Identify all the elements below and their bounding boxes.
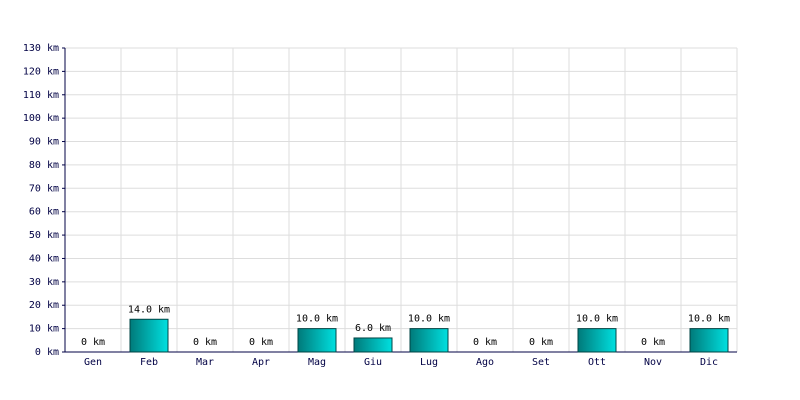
value-label: 0 km: [473, 337, 497, 348]
value-label: 10.0 km: [296, 314, 338, 325]
bar: [297, 328, 337, 353]
value-label: 0 km: [193, 337, 217, 348]
value-label: 0 km: [641, 337, 665, 348]
bar: [409, 328, 449, 353]
y-tick-label: 60 km: [29, 207, 59, 218]
value-label: 0 km: [249, 337, 273, 348]
y-tick-label: 0 km: [35, 347, 59, 358]
value-label: 14.0 km: [128, 304, 170, 315]
y-tick-label: 30 km: [29, 277, 59, 288]
y-tick-label: 50 km: [29, 230, 59, 241]
value-label: 10.0 km: [408, 314, 450, 325]
bar: [689, 328, 729, 353]
y-tick-label: 40 km: [29, 253, 59, 264]
x-tick-label: Mag: [308, 357, 326, 368]
y-tick-label: 10 km: [29, 324, 59, 335]
y-tick-label: 120 km: [23, 66, 59, 77]
y-tick-label: 80 km: [29, 160, 59, 171]
y-tick-label: 70 km: [29, 183, 59, 194]
x-tick-label: Gen: [84, 357, 102, 368]
x-tick-label: Giu: [364, 357, 382, 368]
y-tick-label: 130 km: [23, 43, 59, 54]
x-tick-label: Nov: [644, 357, 662, 368]
x-tick-label: Lug: [420, 357, 438, 368]
y-tick-label: 90 km: [29, 137, 59, 148]
y-tick-label: 110 km: [23, 90, 59, 101]
value-label: 10.0 km: [576, 314, 618, 325]
x-tick-label: Apr: [252, 357, 270, 368]
bar: [353, 337, 393, 353]
y-tick-label: 20 km: [29, 300, 59, 311]
x-tick-label: Ott: [588, 357, 606, 368]
value-label: 0 km: [81, 337, 105, 348]
value-label: 6.0 km: [355, 323, 391, 334]
value-label: 10.0 km: [688, 314, 730, 325]
y-tick-label: 100 km: [23, 113, 59, 124]
x-tick-label: Ago: [476, 357, 494, 368]
x-tick-label: Mar: [196, 357, 214, 368]
bar: [577, 328, 617, 353]
bar: [129, 318, 169, 353]
x-tick-label: Dic: [700, 357, 718, 368]
x-tick-label: Feb: [140, 357, 158, 368]
value-label: 0 km: [529, 337, 553, 348]
x-tick-label: Set: [532, 357, 550, 368]
